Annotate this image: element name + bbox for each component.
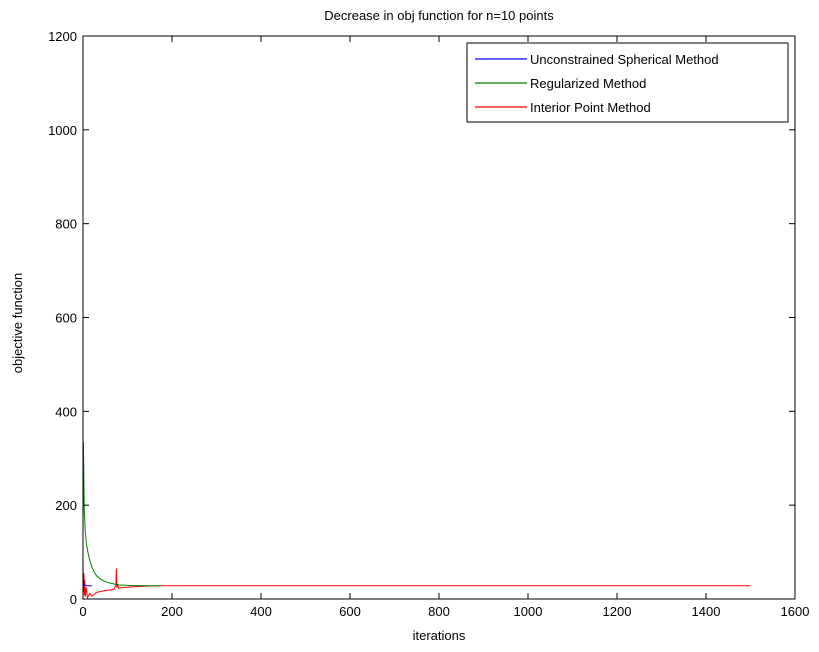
- x-tick-label: 400: [250, 604, 272, 619]
- ticks-layer: 0 200 400 600 800 1000 1200 1400 1600 0 200 400 600 8…: [48, 29, 809, 619]
- legend-label-2: Interior Point Method: [530, 100, 651, 115]
- legend-entries: Unconstrained Spherical Method Regularize…: [475, 52, 719, 115]
- x-tick-label: 800: [428, 604, 450, 619]
- x-tick-label: 1600: [781, 604, 810, 619]
- axes-box: [82, 35, 796, 600]
- y-tick-label: 400: [55, 404, 77, 419]
- plot-area: [83, 36, 795, 599]
- x-tick-label: 1000: [514, 604, 543, 619]
- x-tick-label: 200: [161, 604, 183, 619]
- y-tick-label: 1000: [48, 123, 77, 138]
- series-layer: [82, 441, 751, 600]
- legend-label-1: Regularized Method: [530, 76, 646, 91]
- series-line-2: [82, 566, 751, 600]
- y-tick-label: 1200: [48, 29, 77, 44]
- y-axis-label: objective function: [10, 273, 25, 373]
- legend: Unconstrained Spherical Method Regularize…: [466, 42, 789, 123]
- x-tick-label: 600: [339, 604, 361, 619]
- chart-title: Decrease in obj function for n=10 points: [324, 8, 554, 23]
- x-tick-label: 1400: [692, 604, 721, 619]
- series-line-0: [82, 570, 92, 587]
- series-line-1: [82, 441, 161, 587]
- y-tick-label: 800: [55, 217, 77, 232]
- legend-label-0: Unconstrained Spherical Method: [530, 52, 719, 67]
- y-tick-label: 200: [55, 498, 77, 513]
- x-tick-label: 1200: [603, 604, 632, 619]
- x-tick-label: 0: [79, 604, 86, 619]
- y-tick-label: 0: [70, 592, 77, 607]
- x-axis-label: iterations: [413, 628, 466, 643]
- y-tick-label: 600: [55, 311, 77, 326]
